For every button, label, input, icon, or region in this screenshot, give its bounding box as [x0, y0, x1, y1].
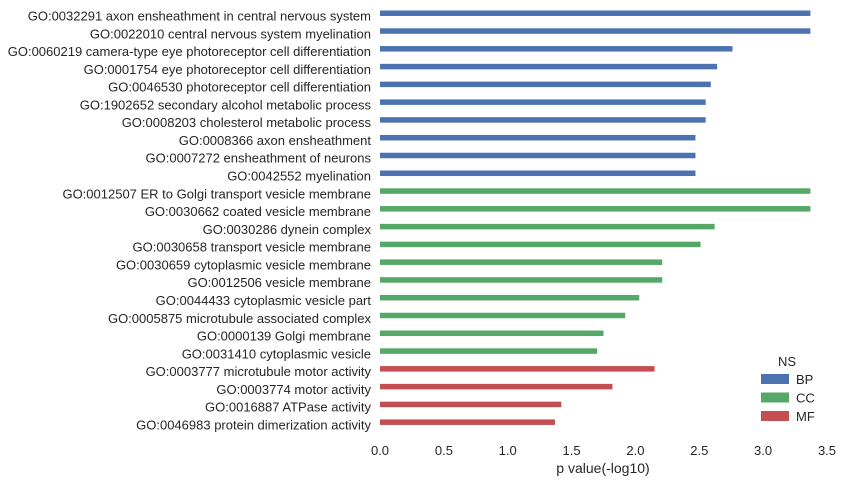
x-tick-label: 3.5	[818, 443, 836, 458]
x-tick-label: 0.0	[371, 443, 389, 458]
y-tick-label: GO:0046983 protein dimerization activity	[136, 417, 371, 432]
bar-bp	[380, 170, 696, 177]
bar-bp	[380, 117, 706, 123]
x-tick-labels: 0.0 0.5 1.0 1.5 2.0 2.5 3.0 3.5	[371, 443, 836, 458]
bar-cc	[380, 312, 626, 319]
x-tick-label: 1.5	[563, 443, 581, 458]
bar-mf	[380, 401, 562, 408]
legend-swatch-mf	[761, 411, 789, 421]
y-tick-label: GO:0003777 microtubule motor activity	[146, 364, 372, 379]
y-tick-label: GO:0031410 cytoplasmic vesicle	[182, 346, 371, 361]
bar-bp	[380, 28, 811, 34]
x-tick-label: 2.0	[626, 443, 644, 458]
x-tick-label: 2.5	[690, 443, 708, 458]
y-tick-label: GO:0044433 cytoplasmic vesicle part	[156, 293, 372, 308]
y-tick-label: GO:0000139 Golgi membrane	[197, 329, 371, 344]
y-tick-label: GO:0030662 coated vesicle membrane	[145, 204, 371, 219]
legend-swatch-bp	[761, 374, 789, 384]
y-tick-label: GO:0030659 cytoplasmic vesicle membrane	[116, 257, 371, 272]
bar-bp	[380, 10, 811, 16]
y-tick-label: GO:0042552 myelination	[227, 169, 371, 184]
bar-bp	[380, 63, 718, 70]
y-tick-label: GO:0016887 ATPase activity	[205, 400, 371, 415]
y-tick-label: GO:0003774 motor activity	[216, 382, 371, 397]
legend-label-bp: BP	[796, 372, 813, 387]
y-tick-label: GO:0001754 eye photoreceptor cell differ…	[84, 62, 371, 77]
legend-items: BP CC MF	[761, 372, 815, 424]
legend-title: NS	[778, 354, 796, 369]
y-tick-labels: GO:0032291 axon ensheathment in central …	[8, 9, 372, 433]
y-tick-label: GO:0046530 photoreceptor cell differenti…	[108, 80, 371, 95]
y-tick-label: GO:0005875 microtubule associated comple…	[108, 311, 372, 326]
bar-bp	[380, 81, 711, 88]
bar-mf	[380, 419, 555, 425]
legend: NS BP CC MF	[761, 354, 815, 424]
bar-cc	[380, 188, 811, 194]
x-axis-label: p value(-log10)	[556, 460, 649, 476]
bar-bp	[380, 134, 696, 141]
y-tick-label: GO:0008203 cholesterol metabolic process	[122, 115, 372, 130]
y-tick-label: GO:0032291 axon ensheathment in central …	[28, 9, 371, 24]
bar-mf	[380, 366, 655, 372]
bar-bp	[380, 46, 733, 52]
legend-swatch-cc	[761, 392, 789, 403]
bar-cc	[380, 223, 715, 230]
x-tick-label: 0.5	[435, 443, 453, 458]
bar-bp	[380, 99, 706, 105]
y-tick-label: GO:0008366 axon ensheathment	[179, 133, 372, 148]
y-tick-label: GO:0012507 ER to Golgi transport vesicle…	[62, 186, 371, 201]
bar-cc	[380, 259, 663, 265]
y-tick-label: GO:0022010 central nervous system myelin…	[90, 26, 371, 41]
y-tick-label: GO:0030658 transport vesicle membrane	[133, 240, 371, 255]
bar-cc	[380, 277, 663, 283]
bar-cc	[380, 241, 701, 248]
y-tick-label: GO:0030286 dynein complex	[203, 222, 372, 237]
bar-cc	[380, 330, 604, 337]
legend-label-mf: MF	[796, 409, 815, 424]
bars-layer	[380, 10, 811, 425]
y-tick-label: GO:0060219 camera-type eye photoreceptor…	[8, 44, 371, 59]
x-tick-label: 3.0	[754, 443, 772, 458]
x-tick-label: 1.0	[499, 443, 517, 458]
y-tick-label: GO:0012506 vesicle membrane	[187, 275, 371, 290]
bar-cc	[380, 206, 811, 212]
bar-bp	[380, 152, 696, 159]
bar-mf	[380, 383, 613, 390]
y-tick-label: GO:0007272 ensheathment of neurons	[146, 151, 372, 166]
y-tick-label: GO:1902652 secondary alcohol metabolic p…	[80, 97, 372, 112]
bar-cc	[380, 348, 598, 354]
bar-cc	[380, 294, 640, 301]
legend-label-cc: CC	[796, 391, 815, 406]
